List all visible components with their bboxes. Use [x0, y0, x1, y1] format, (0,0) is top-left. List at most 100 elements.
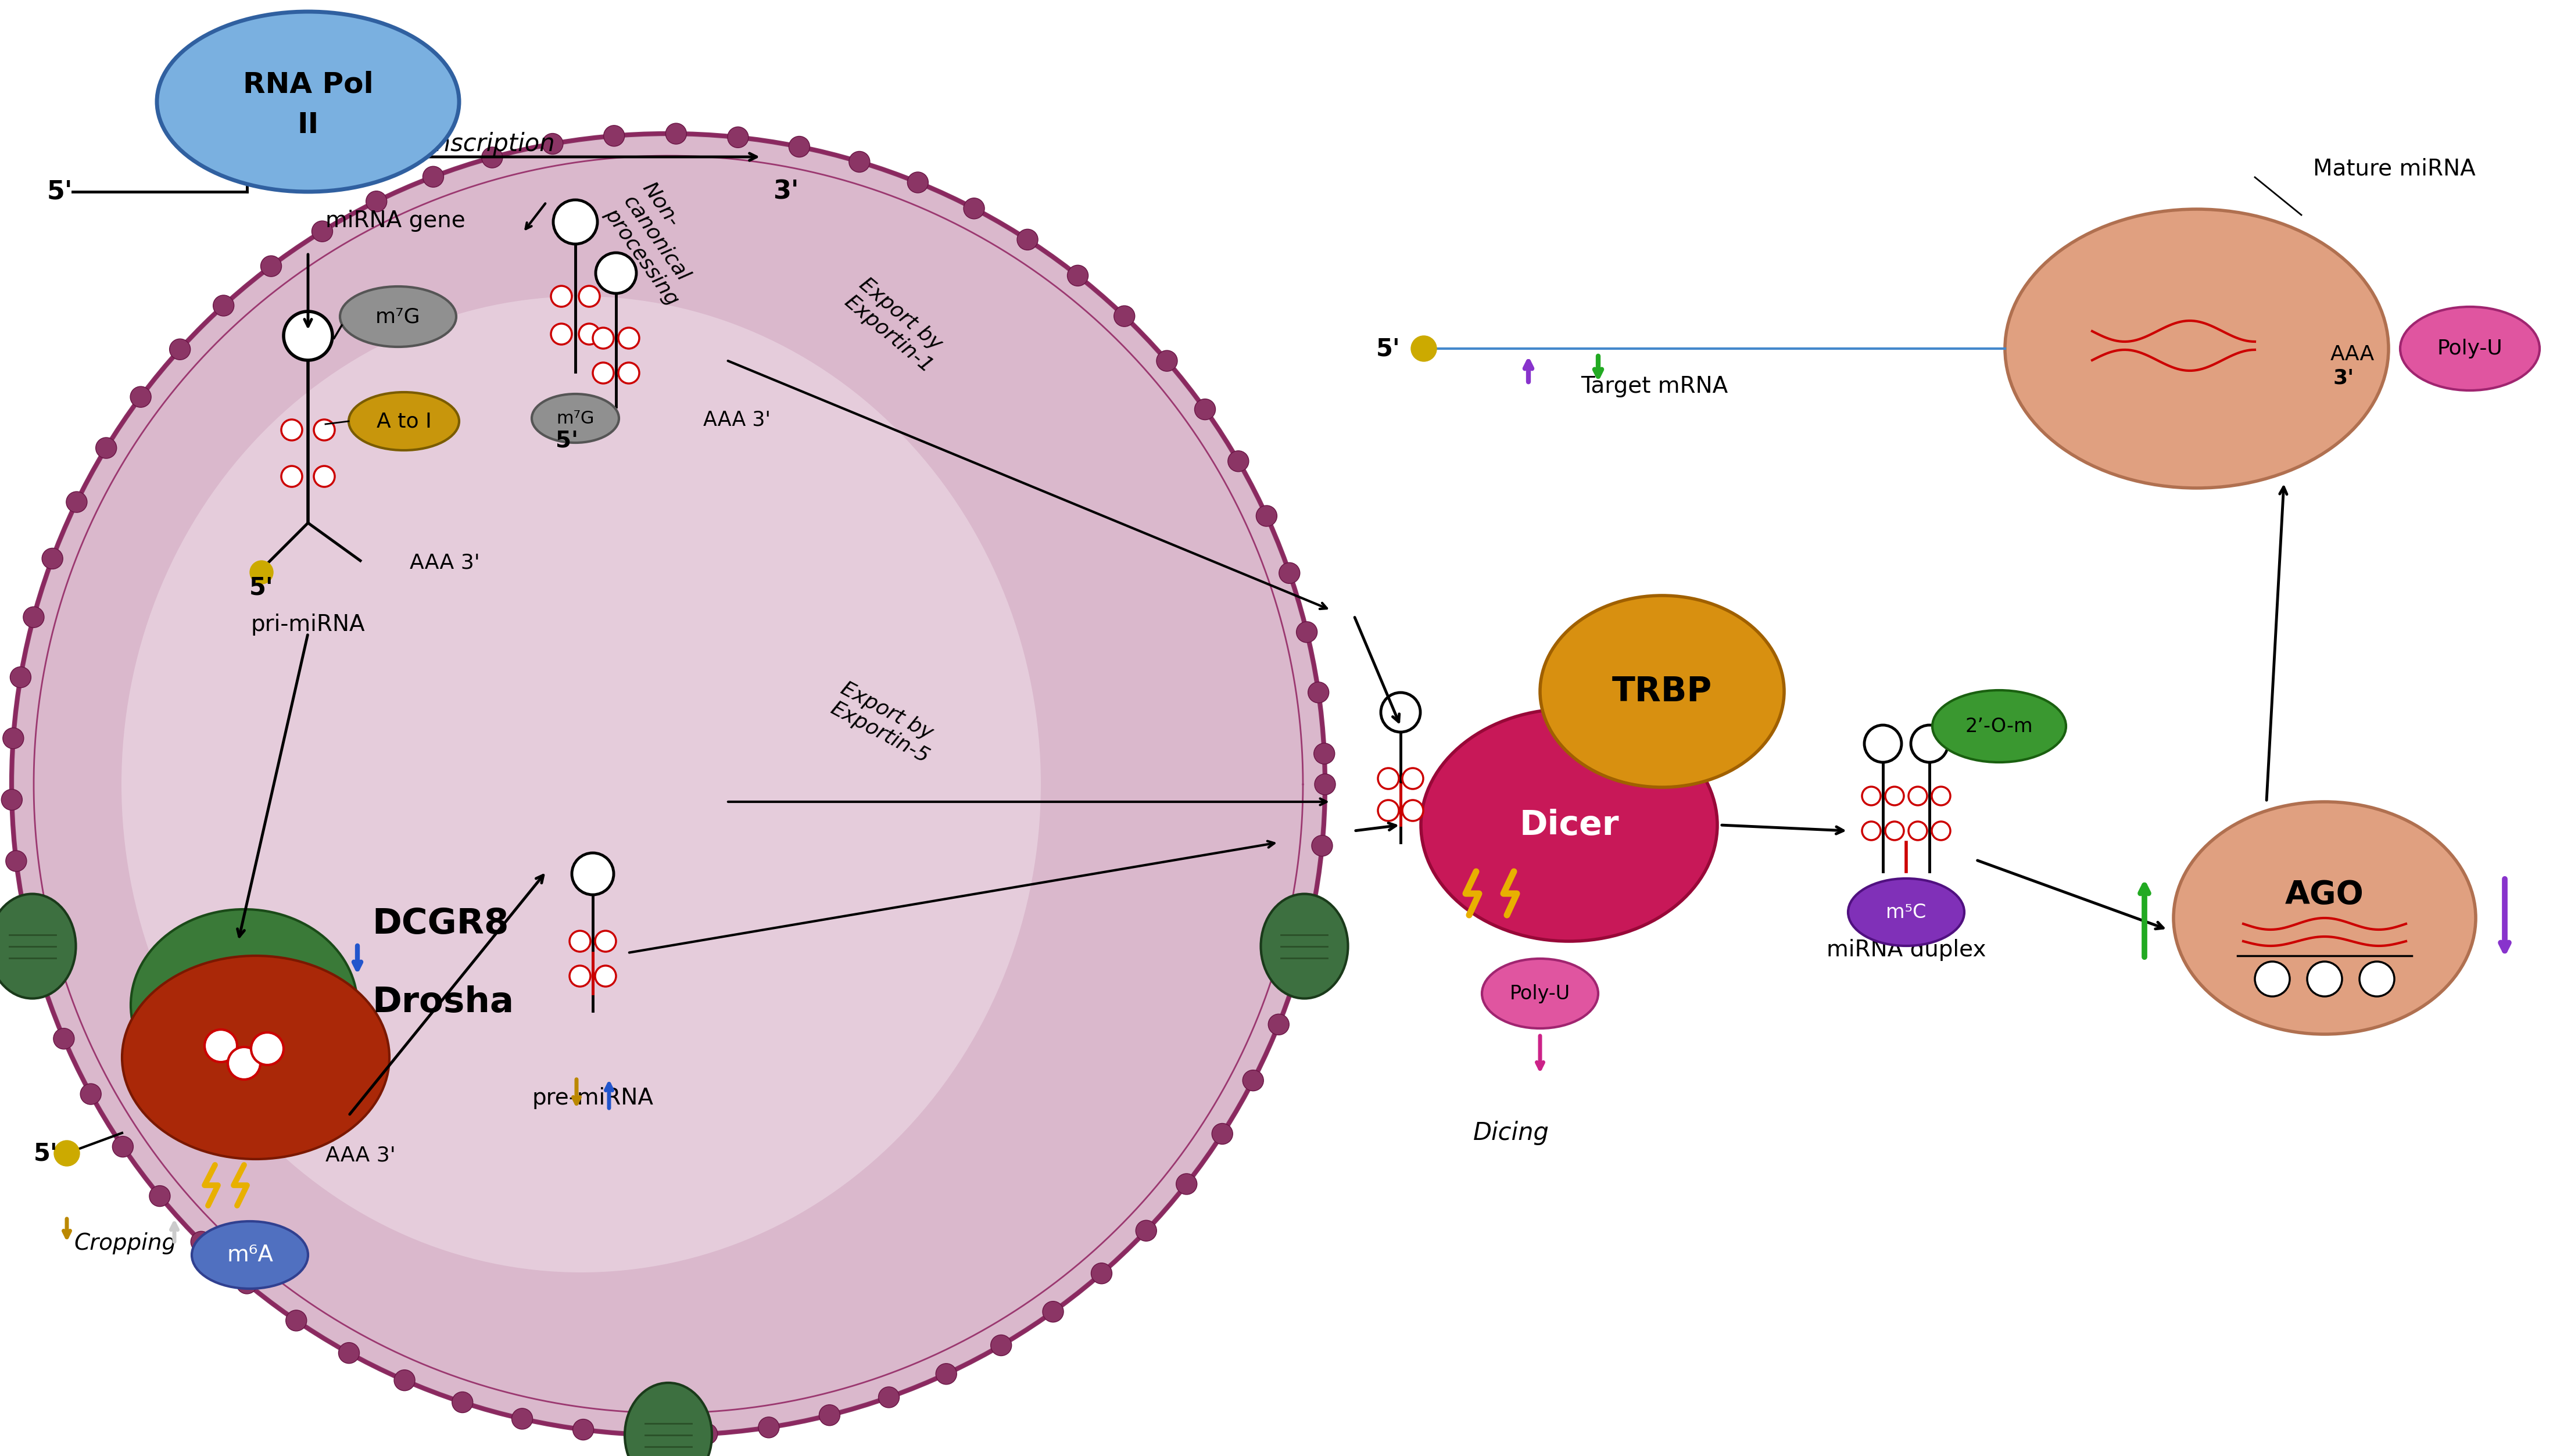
- Circle shape: [3, 789, 23, 810]
- Circle shape: [962, 198, 985, 218]
- Circle shape: [1861, 821, 1882, 840]
- Circle shape: [1884, 821, 1905, 840]
- Circle shape: [595, 930, 615, 952]
- Circle shape: [551, 323, 572, 345]
- Ellipse shape: [191, 1222, 309, 1289]
- Circle shape: [483, 147, 503, 167]
- Ellipse shape: [156, 12, 460, 192]
- Ellipse shape: [1481, 958, 1598, 1028]
- Text: A to I: A to I: [375, 412, 431, 431]
- Circle shape: [1933, 786, 1950, 805]
- Text: miRNA gene: miRNA gene: [324, 210, 465, 232]
- Text: m⁶A: m⁶A: [227, 1243, 273, 1267]
- Circle shape: [1910, 821, 1928, 840]
- Circle shape: [1315, 775, 1335, 795]
- Circle shape: [1256, 505, 1276, 527]
- Circle shape: [10, 667, 31, 687]
- Circle shape: [618, 363, 638, 383]
- Circle shape: [1302, 895, 1325, 917]
- Circle shape: [878, 1386, 899, 1408]
- Text: RNA Pol: RNA Pol: [243, 70, 373, 98]
- Circle shape: [1243, 1070, 1264, 1091]
- Circle shape: [204, 1029, 237, 1061]
- Text: 5': 5': [1376, 336, 1402, 361]
- Circle shape: [1884, 786, 1905, 805]
- Circle shape: [1113, 306, 1136, 326]
- Circle shape: [66, 492, 87, 513]
- Circle shape: [1136, 1220, 1157, 1241]
- Circle shape: [1213, 1124, 1233, 1144]
- Circle shape: [227, 1047, 260, 1079]
- Circle shape: [54, 1028, 74, 1050]
- Circle shape: [569, 965, 590, 987]
- Text: II: II: [296, 111, 319, 138]
- Ellipse shape: [123, 297, 1042, 1273]
- Circle shape: [393, 1370, 416, 1390]
- Circle shape: [541, 134, 564, 154]
- Circle shape: [636, 1424, 656, 1446]
- Circle shape: [991, 1335, 1011, 1356]
- Text: miRNA duplex: miRNA duplex: [1825, 939, 1986, 961]
- Circle shape: [618, 328, 638, 348]
- Circle shape: [15, 911, 36, 932]
- Text: Poly-U: Poly-U: [2438, 339, 2502, 358]
- Circle shape: [1315, 743, 1335, 764]
- Circle shape: [130, 386, 151, 408]
- Circle shape: [230, 997, 263, 1031]
- Circle shape: [2308, 961, 2341, 996]
- Circle shape: [592, 363, 613, 383]
- Circle shape: [3, 728, 23, 748]
- Circle shape: [1910, 786, 1928, 805]
- Circle shape: [1379, 799, 1399, 821]
- Circle shape: [237, 1273, 258, 1294]
- Circle shape: [1307, 681, 1330, 703]
- Circle shape: [1195, 399, 1215, 419]
- Text: 2’-O-m: 2’-O-m: [1966, 716, 2032, 735]
- Circle shape: [572, 853, 613, 895]
- Circle shape: [1402, 799, 1422, 821]
- Circle shape: [1402, 769, 1422, 789]
- Ellipse shape: [2400, 307, 2540, 390]
- Ellipse shape: [1933, 690, 2065, 763]
- Circle shape: [1412, 336, 1437, 361]
- Circle shape: [1312, 836, 1333, 856]
- Text: 5': 5': [250, 575, 273, 600]
- Circle shape: [260, 256, 281, 277]
- Text: m⁵C: m⁵C: [1887, 903, 1928, 922]
- Text: AAA 3': AAA 3': [408, 552, 480, 572]
- Circle shape: [580, 285, 600, 307]
- Ellipse shape: [2004, 210, 2390, 488]
- Circle shape: [148, 1185, 171, 1207]
- Text: m⁷G: m⁷G: [557, 411, 595, 427]
- Circle shape: [314, 419, 334, 440]
- Circle shape: [789, 137, 809, 157]
- Circle shape: [168, 339, 191, 360]
- Circle shape: [2359, 961, 2395, 996]
- Circle shape: [31, 971, 54, 992]
- Circle shape: [212, 296, 235, 316]
- Circle shape: [23, 607, 43, 628]
- Circle shape: [850, 151, 871, 172]
- Circle shape: [1279, 562, 1299, 584]
- Text: Cropping: Cropping: [74, 1232, 176, 1255]
- Circle shape: [94, 437, 117, 459]
- Circle shape: [250, 561, 273, 584]
- Circle shape: [1228, 451, 1248, 472]
- Circle shape: [666, 124, 687, 144]
- Ellipse shape: [130, 910, 357, 1101]
- Ellipse shape: [1539, 596, 1785, 788]
- Text: AGO: AGO: [2285, 879, 2364, 910]
- Ellipse shape: [1848, 878, 1963, 946]
- Circle shape: [595, 965, 615, 987]
- Circle shape: [1157, 351, 1177, 371]
- Circle shape: [41, 547, 64, 569]
- Circle shape: [906, 172, 929, 192]
- Ellipse shape: [1261, 894, 1348, 999]
- Circle shape: [551, 285, 572, 307]
- Ellipse shape: [350, 392, 460, 450]
- Circle shape: [5, 850, 26, 872]
- Text: Mature miRNA: Mature miRNA: [2313, 157, 2476, 179]
- Circle shape: [1381, 693, 1419, 732]
- Ellipse shape: [1422, 709, 1718, 941]
- Circle shape: [54, 1140, 79, 1166]
